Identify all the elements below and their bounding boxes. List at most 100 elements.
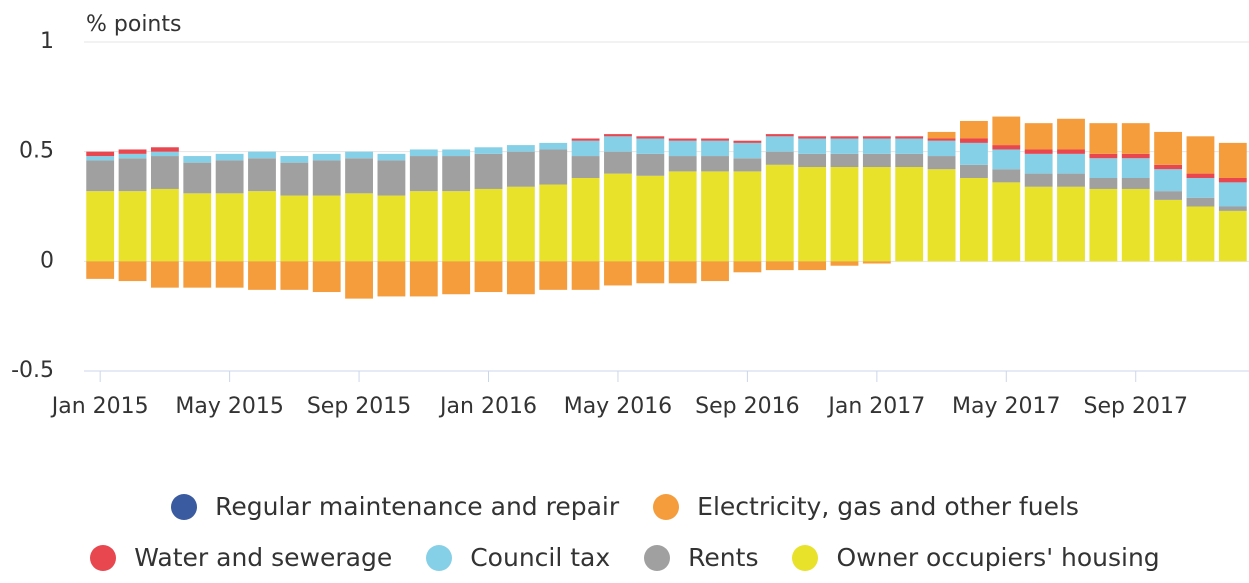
bar-segment xyxy=(442,149,471,157)
legend-item[interactable]: Owner occupiers' housing xyxy=(792,543,1160,572)
bar-segment xyxy=(668,156,697,172)
bar-segment xyxy=(992,149,1021,170)
legend-item[interactable]: Rents xyxy=(644,543,758,572)
bar-segment xyxy=(1089,153,1118,159)
bar-segment xyxy=(183,193,212,262)
bar-segment xyxy=(183,162,212,194)
bar-segment xyxy=(150,151,179,157)
bar-segment xyxy=(1186,177,1215,198)
x-tick-label: Jan 2015 xyxy=(50,394,149,419)
bar-segment xyxy=(1154,191,1183,200)
bar-segment xyxy=(992,145,1021,150)
bar-segment xyxy=(1154,199,1183,262)
bar-segment xyxy=(377,261,406,297)
bar-segment xyxy=(1186,173,1215,178)
bar-segment xyxy=(1186,197,1215,207)
bar-segment xyxy=(668,140,697,157)
bar-segment xyxy=(215,153,244,161)
bar-segment xyxy=(474,153,503,189)
bar-segment xyxy=(636,153,665,176)
bar-segment xyxy=(1154,169,1183,192)
bar-segment xyxy=(604,261,632,286)
bar-segment xyxy=(701,156,729,172)
legend-label: Regular maintenance and repair xyxy=(215,492,620,521)
bar-segment xyxy=(539,184,568,262)
bar-segment xyxy=(506,261,535,295)
bar-segment xyxy=(539,149,568,185)
legend-label: Owner occupiers' housing xyxy=(836,543,1160,572)
x-tick-label: May 2016 xyxy=(564,394,672,419)
bar-segment xyxy=(862,138,891,154)
bar-segment xyxy=(280,162,309,196)
bar-segment xyxy=(150,147,179,152)
bar-segment xyxy=(927,138,956,141)
legend-item[interactable]: Electricity, gas and other fuels xyxy=(653,492,1079,521)
bar-segment xyxy=(604,136,632,152)
bar-segment xyxy=(668,171,697,262)
bar-segment xyxy=(248,158,276,192)
bar-segment xyxy=(765,134,794,137)
bar-segment xyxy=(765,261,794,271)
legend-item[interactable]: Council tax xyxy=(426,543,610,572)
bar-segment xyxy=(1089,177,1118,189)
legend-label: Electricity, gas and other fuels xyxy=(697,492,1079,521)
y-tick-label: 0.5 xyxy=(19,139,54,164)
bar-segment xyxy=(409,191,438,262)
bar-segment xyxy=(345,151,373,159)
bar-segment xyxy=(248,261,276,290)
bar-segment xyxy=(927,169,956,262)
bar-segment xyxy=(118,153,147,159)
bar-segment xyxy=(1121,188,1150,262)
bar-segment xyxy=(1024,123,1053,150)
x-tick-label: Sep 2017 xyxy=(1084,394,1188,419)
legend-item[interactable]: Water and sewerage xyxy=(90,543,392,572)
bar-segment xyxy=(345,193,373,262)
legend-item[interactable]: Regular maintenance and repair xyxy=(171,492,619,521)
legend: Regular maintenance and repair Electricit… xyxy=(25,492,1225,572)
bar-segment xyxy=(960,138,988,143)
bar-segment xyxy=(1154,164,1183,170)
bar-segment xyxy=(927,140,956,157)
bar-segment xyxy=(636,138,665,154)
bar-segment xyxy=(409,261,438,297)
bar-segment xyxy=(539,261,568,290)
bar-segment xyxy=(960,177,988,262)
bar-segment xyxy=(830,167,859,262)
bar-segment xyxy=(927,156,956,170)
bar-segment xyxy=(798,261,827,271)
bar-segment xyxy=(733,261,762,273)
bar-segment xyxy=(86,156,115,161)
bar-segment xyxy=(442,191,471,262)
bar-segment xyxy=(604,134,632,137)
bar-segment xyxy=(118,158,147,192)
bar-segment xyxy=(1154,131,1183,165)
bar-segment xyxy=(506,151,535,187)
bar-segment xyxy=(442,156,471,192)
bar-segment xyxy=(118,261,147,282)
x-tick-label: Sep 2015 xyxy=(307,394,411,419)
bar-segment xyxy=(895,138,924,154)
bar-segment xyxy=(377,195,406,262)
bar-segment xyxy=(830,138,859,154)
bar-segment xyxy=(1089,123,1118,154)
bar-segment xyxy=(86,261,115,279)
bar-segment xyxy=(409,149,438,157)
bar-segment xyxy=(215,193,244,262)
bar-segment xyxy=(150,261,179,288)
bar-segment xyxy=(1089,158,1118,178)
y-tick-label: 0 xyxy=(40,248,54,273)
bar-segment xyxy=(1121,153,1150,159)
bar-segment xyxy=(474,188,503,262)
bar-segment xyxy=(539,142,568,150)
bar-segment xyxy=(474,261,503,293)
bar-segment xyxy=(571,177,600,262)
bar-segment xyxy=(280,261,309,290)
bar-segment xyxy=(506,145,535,152)
bar-segment xyxy=(377,153,406,161)
bar-segment xyxy=(1057,186,1085,262)
bar-segment xyxy=(960,120,988,139)
legend-label: Rents xyxy=(688,543,759,572)
bar-segment xyxy=(960,164,988,178)
bar-segment xyxy=(765,151,794,165)
